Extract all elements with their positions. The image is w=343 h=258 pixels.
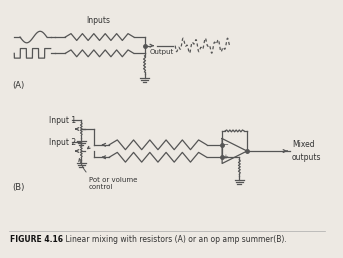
Text: Linear mixing with resistors (A) or an op amp summer(B).: Linear mixing with resistors (A) or an o… xyxy=(56,235,287,244)
Text: −: − xyxy=(222,142,228,148)
Text: outputs: outputs xyxy=(292,153,321,162)
Text: Input 2: Input 2 xyxy=(49,138,76,147)
Text: FIGURE 4.16: FIGURE 4.16 xyxy=(10,235,63,244)
Text: Mixed: Mixed xyxy=(292,140,315,149)
Text: Input 1: Input 1 xyxy=(49,116,76,125)
Text: (B): (B) xyxy=(12,183,25,192)
Text: Pot or volume
control: Pot or volume control xyxy=(79,159,137,190)
Text: +: + xyxy=(222,154,228,160)
Text: Output: Output xyxy=(149,50,174,55)
Text: (A): (A) xyxy=(12,81,25,90)
Text: Inputs: Inputs xyxy=(86,15,110,25)
